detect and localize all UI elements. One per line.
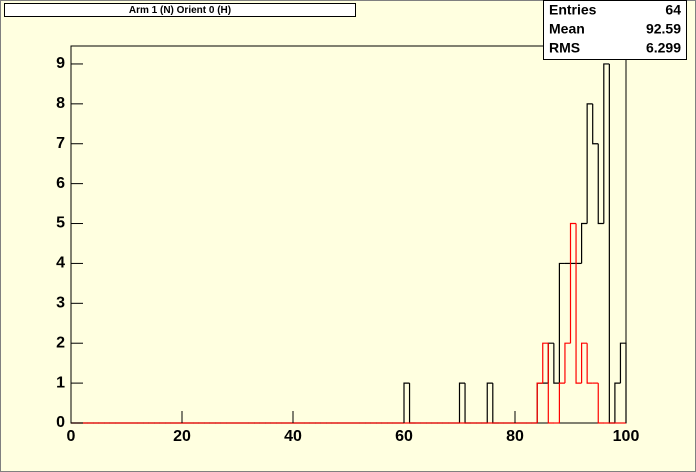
histogram-bin [575, 223, 582, 384]
histogram-bin [558, 262, 565, 384]
x-tick-label: 80 [506, 428, 524, 445]
y-tick-label: 8 [56, 95, 65, 112]
stat-label: Entries [549, 2, 597, 18]
stats-box [543, 0, 687, 60]
x-tick-label: 0 [67, 428, 76, 445]
histogram-bin [592, 103, 599, 145]
stat-value: 6.299 [646, 40, 681, 56]
histogram-bin [553, 343, 560, 384]
x-tick-label: 20 [173, 428, 191, 445]
stat-label: RMS [549, 40, 580, 56]
y-tick-label: 4 [56, 255, 65, 272]
stat-value: 64 [665, 2, 681, 18]
histogram-bin [597, 383, 604, 424]
y-tick-label: 2 [56, 334, 65, 351]
y-tick-label: 6 [56, 175, 65, 192]
chart-title: Arm 1 (N) Orient 0 (H) [129, 5, 231, 16]
y-tick-label: 3 [56, 295, 65, 312]
y-tick-label: 0 [56, 414, 65, 431]
histogram-bin [603, 63, 610, 224]
histogram-bin [614, 382, 621, 423]
x-tick-label: 100 [613, 428, 640, 445]
histogram-bin [619, 342, 627, 423]
histogram-bin [581, 222, 588, 264]
stat-value: 92.59 [646, 21, 681, 37]
histogram-bin [569, 222, 577, 344]
y-tick-label: 9 [56, 55, 65, 72]
histogram-bin [547, 343, 554, 424]
histogram-bin [486, 382, 493, 423]
histogram-bin [586, 103, 593, 224]
histogram-bin [542, 342, 549, 384]
histogram-bin [586, 343, 593, 384]
histogram-bin [581, 342, 588, 384]
stat-label: Mean [549, 21, 585, 37]
x-tick-label: 40 [284, 428, 302, 445]
histogram-bin [536, 382, 543, 423]
histogram-bin [597, 143, 604, 225]
y-tick-label: 7 [56, 135, 65, 152]
y-tick-label: 1 [56, 374, 65, 391]
histogram-bin [458, 382, 466, 423]
title-box [4, 3, 356, 17]
histogram-bin [403, 382, 410, 423]
x-tick-label: 60 [395, 428, 413, 445]
plot-frame [70, 45, 627, 424]
histogram-bin [564, 342, 571, 384]
y-tick-label: 5 [56, 215, 65, 232]
histogram-bin [558, 382, 565, 423]
